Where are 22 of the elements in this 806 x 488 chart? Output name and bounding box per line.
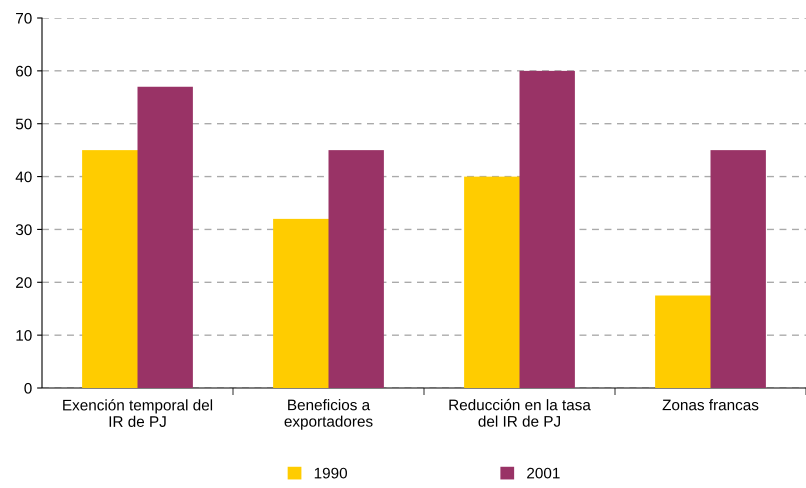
y-tick-label: 40 xyxy=(16,171,32,182)
x-tick-label: Reducción en la tasa del IR de PJ xyxy=(449,398,591,427)
legend-label: 1990 xyxy=(314,468,348,479)
y-tick-label: 30 xyxy=(16,224,32,236)
x-tick-label: Beneficios a exportadores xyxy=(284,399,373,430)
bar xyxy=(520,70,575,388)
y-tick-label: 70 xyxy=(16,12,32,24)
bar xyxy=(273,218,328,388)
x-tick-label: Exención temporal del IR de PJ xyxy=(63,399,212,427)
bar xyxy=(655,296,710,388)
legend-label: 2001 xyxy=(527,468,560,479)
y-tick-label: 0 xyxy=(24,382,32,394)
bar xyxy=(464,176,520,388)
y-tick-label: 60 xyxy=(16,66,32,77)
bar xyxy=(710,150,766,388)
y-tick-label: 10 xyxy=(16,330,32,341)
y-tick-label: 20 xyxy=(16,277,32,288)
bar xyxy=(328,150,384,388)
bar xyxy=(82,150,138,388)
x-tick-label: Zonas francas xyxy=(662,399,758,410)
bar xyxy=(138,86,193,388)
y-tick-label: 50 xyxy=(16,118,32,130)
